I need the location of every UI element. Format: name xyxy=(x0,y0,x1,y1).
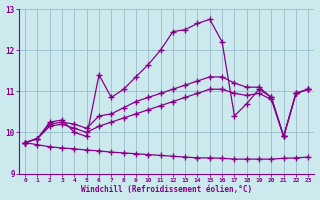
X-axis label: Windchill (Refroidissement éolien,°C): Windchill (Refroidissement éolien,°C) xyxy=(81,185,252,194)
